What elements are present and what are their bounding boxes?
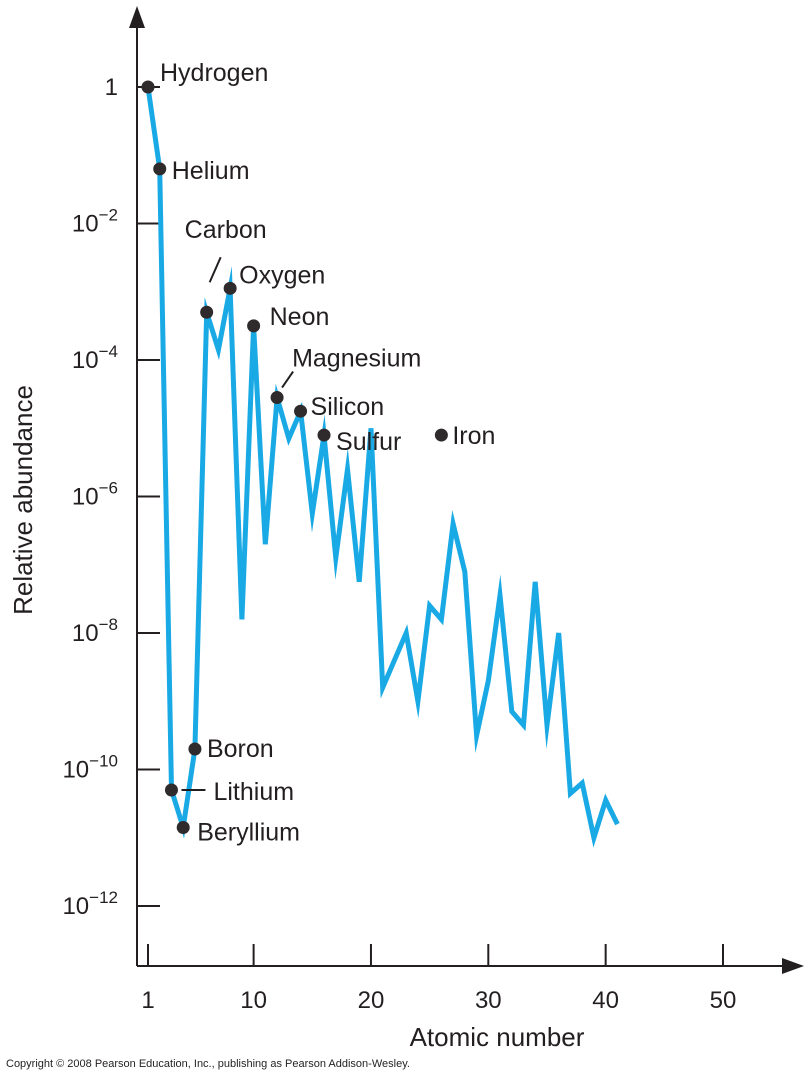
point-neon: [247, 319, 261, 333]
x-axis-arrow-icon: [782, 958, 804, 974]
point-iron: [434, 428, 448, 442]
y-tick-label: 10−4: [72, 342, 118, 374]
pointer-carbon: [208, 256, 222, 283]
label-beryllium: Beryllium: [197, 819, 300, 847]
x-axis-title: Atomic number: [410, 1022, 585, 1052]
x-tick-label: 50: [710, 987, 737, 1014]
y-tick-label: 10−2: [72, 206, 118, 238]
point-boron: [188, 742, 202, 756]
label-sulfur: Sulfur: [336, 428, 401, 456]
x-tick-label: 10: [240, 987, 267, 1014]
label-helium: Helium: [172, 157, 250, 185]
x-ticks: 1 10 20 30 40 50: [141, 944, 736, 1014]
point-magnesium: [270, 391, 284, 405]
label-silicon: Silicon: [311, 393, 385, 421]
point-lithium: [164, 783, 178, 797]
y-tick-label: 10−6: [72, 479, 118, 511]
label-pointers: [181, 256, 294, 791]
x-tick-label: 20: [358, 987, 385, 1014]
label-hydrogen: Hydrogen: [160, 59, 268, 87]
series-group: [145, 86, 620, 848]
label-boron: Boron: [207, 735, 274, 763]
label-carbon: Carbon: [185, 216, 267, 244]
y-axis-arrow-icon: [129, 6, 145, 28]
label-oxygen: Oxygen: [239, 261, 325, 289]
y-ticks: 1 10−2 10−4 10−6 10−8 10−10 10−12: [62, 74, 160, 920]
label-lithium: Lithium: [213, 778, 294, 806]
point-helium: [153, 162, 167, 176]
element-labels: Hydrogen Helium Lithium Beryllium Boron Carbo…: [160, 59, 495, 847]
axes: [129, 6, 804, 974]
label-neon: Neon: [270, 303, 330, 331]
point-hydrogen: [141, 80, 155, 94]
y-tick-label: 10−8: [72, 615, 118, 647]
y-tick-label: 10−10: [62, 752, 118, 784]
point-beryllium: [176, 821, 190, 835]
label-magnesium: Magnesium: [292, 345, 421, 373]
point-silicon: [294, 404, 308, 418]
x-tick-label: 1: [141, 987, 154, 1014]
copyright-note: Copyright © 2008 Pearson Education, Inc.…: [6, 1058, 410, 1070]
y-tick-label: 1: [105, 74, 118, 101]
point-oxygen: [223, 281, 237, 295]
label-iron: Iron: [452, 422, 495, 450]
highlight-points: [141, 80, 448, 835]
point-carbon: [200, 305, 214, 319]
y-tick-label: 10−12: [62, 888, 118, 920]
abundance-series-line: [145, 86, 620, 848]
point-sulfur: [317, 428, 331, 442]
y-axis-title: Relative abundance: [8, 385, 38, 615]
pointer-magnesium: [281, 370, 294, 389]
x-tick-label: 40: [592, 987, 619, 1014]
x-tick-label: 30: [475, 987, 502, 1014]
